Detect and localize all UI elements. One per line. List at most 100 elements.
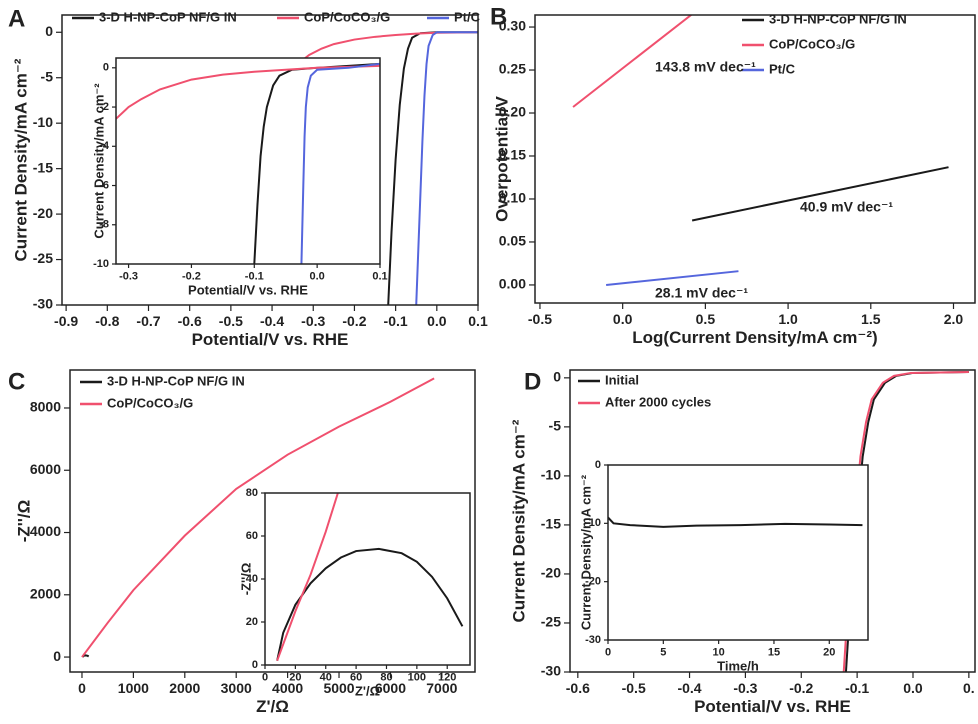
axes-frame bbox=[115, 57, 381, 265]
y-tick-label: -5 bbox=[41, 68, 54, 84]
y-axis-label: Current Density/mA cm⁻² bbox=[91, 83, 106, 239]
y-tick-label: 0 bbox=[103, 62, 109, 74]
y-tick-label: -15 bbox=[541, 516, 561, 532]
x-tick-label: -0.8 bbox=[95, 313, 119, 329]
plot-area bbox=[608, 516, 863, 528]
y-tick-label: 60 bbox=[246, 530, 258, 542]
x-axis-label: Log(Current Density/mA cm⁻²) bbox=[632, 328, 877, 347]
y-tick-label: 0.10 bbox=[499, 190, 526, 206]
y-tick-label: -25 bbox=[541, 614, 561, 630]
y-tick-label: 80 bbox=[246, 487, 258, 499]
y-tick-label: -30 bbox=[541, 663, 561, 679]
legend-label: 3-D H-NP-CoP NF/G IN bbox=[769, 11, 907, 26]
y-tick-label: 0 bbox=[595, 459, 601, 471]
y-tick-label: 0.20 bbox=[499, 104, 526, 120]
y-tick-label: -25 bbox=[33, 250, 53, 266]
y-tick-label: -20 bbox=[585, 576, 601, 588]
y-tick-label: 0.30 bbox=[499, 18, 526, 34]
x-tick-label: -0.9 bbox=[54, 313, 78, 329]
annotation: 143.8 mV dec⁻¹ bbox=[655, 59, 756, 75]
x-tick-label: 60 bbox=[350, 672, 362, 684]
panel-label: A bbox=[8, 5, 25, 32]
y-tick-label: -10 bbox=[541, 467, 561, 483]
panel-label: D bbox=[524, 368, 541, 395]
y-axis-label: Current Density/mA cm⁻² bbox=[509, 419, 528, 622]
legend-label: Initial bbox=[605, 372, 639, 387]
x-tick-label: 7000 bbox=[426, 680, 457, 696]
annotation: 40.9 mV dec⁻¹ bbox=[800, 199, 893, 215]
y-tick-label: 4000 bbox=[30, 523, 61, 539]
x-tick-label: 20 bbox=[289, 672, 301, 684]
x-axis-label: Potential/V vs. RHE bbox=[192, 330, 349, 349]
y-tick-label: 0.25 bbox=[499, 61, 526, 77]
data-line bbox=[572, 15, 693, 108]
legend-label: CoP/CoCO₃/G bbox=[769, 36, 855, 51]
x-tick-label: 0. bbox=[963, 680, 975, 696]
legend-label: 3-D H-NP-CoP NF/G IN bbox=[107, 373, 245, 388]
x-tick-label: -0.3 bbox=[733, 680, 757, 696]
inset-background bbox=[116, 58, 380, 264]
data-line bbox=[691, 166, 949, 222]
plot-area bbox=[81, 377, 435, 658]
y-tick-label: -10 bbox=[585, 517, 601, 529]
panel-label: B bbox=[490, 3, 507, 30]
x-tick-label: 1000 bbox=[118, 680, 149, 696]
x-tick-label: 5 bbox=[660, 647, 666, 659]
y-tick-label: 0 bbox=[252, 659, 258, 671]
legend-label: Pt/C bbox=[769, 61, 796, 76]
y-tick-label: -20 bbox=[33, 205, 53, 221]
y-tick-label: -5 bbox=[549, 418, 562, 434]
y-tick-label: -2 bbox=[99, 101, 109, 113]
axes-frame bbox=[534, 14, 976, 304]
x-tick-label: -0.3 bbox=[119, 271, 138, 283]
x-tick-label: 2000 bbox=[169, 680, 200, 696]
legend-label: CoP/CoCO₃/G bbox=[107, 395, 193, 410]
y-axis-label: Overpotential/V bbox=[492, 96, 511, 222]
y-tick-label: -15 bbox=[33, 159, 53, 175]
x-axis-label: Time/h bbox=[717, 659, 759, 674]
y-tick-label: 0.15 bbox=[499, 147, 526, 163]
x-tick-label: 3000 bbox=[221, 680, 252, 696]
annotation: 28.1 mV dec⁻¹ bbox=[655, 285, 748, 301]
y-tick-label: -30 bbox=[585, 634, 601, 646]
x-tick-label: -0.2 bbox=[182, 271, 201, 283]
y-axis-label: -Z''/Ω bbox=[14, 500, 33, 542]
data-line bbox=[116, 64, 380, 120]
x-tick-label: 0 bbox=[78, 680, 86, 696]
x-tick-label: 6000 bbox=[375, 680, 406, 696]
x-tick-label: 0.0 bbox=[613, 311, 633, 327]
x-tick-label: 0.0 bbox=[427, 313, 447, 329]
y-tick-label: 0 bbox=[45, 23, 53, 39]
x-tick-label: -0.1 bbox=[245, 271, 264, 283]
data-line bbox=[300, 31, 478, 63]
y-tick-label: -8 bbox=[99, 219, 109, 231]
y-tick-label: -30 bbox=[33, 296, 53, 312]
y-tick-label: 2000 bbox=[30, 585, 61, 601]
x-tick-label: 1.5 bbox=[861, 311, 881, 327]
data-line bbox=[415, 31, 478, 305]
axes-frame bbox=[569, 369, 976, 673]
y-tick-label: -10 bbox=[33, 114, 53, 130]
y-tick-label: 0 bbox=[53, 648, 61, 664]
x-tick-label: -0.5 bbox=[528, 311, 552, 327]
y-tick-label: 40 bbox=[246, 573, 258, 585]
data-line bbox=[276, 493, 339, 662]
data-line bbox=[387, 31, 478, 305]
x-axis-label: Z'/Ω bbox=[355, 684, 380, 699]
plot-area bbox=[300, 31, 478, 305]
legend-label: After 2000 cycles bbox=[605, 394, 711, 409]
x-tick-label: 2.0 bbox=[944, 311, 964, 327]
x-tick-label: 0.5 bbox=[696, 311, 716, 327]
y-tick-label: -10 bbox=[93, 258, 109, 270]
inset-background bbox=[608, 465, 868, 640]
y-tick-label: 0.05 bbox=[499, 233, 526, 249]
x-tick-label: 10 bbox=[713, 647, 725, 659]
data-line bbox=[300, 62, 380, 264]
legend-label: 3-D H-NP-CoP NF/G IN bbox=[99, 9, 237, 24]
legend-label: CoP/CoCO₃/G bbox=[304, 9, 390, 24]
y-tick-label: -4 bbox=[99, 140, 110, 152]
axes-frame bbox=[69, 369, 476, 673]
x-axis-label: Potential/V vs. RHE bbox=[188, 283, 308, 298]
plot-area bbox=[276, 493, 464, 662]
